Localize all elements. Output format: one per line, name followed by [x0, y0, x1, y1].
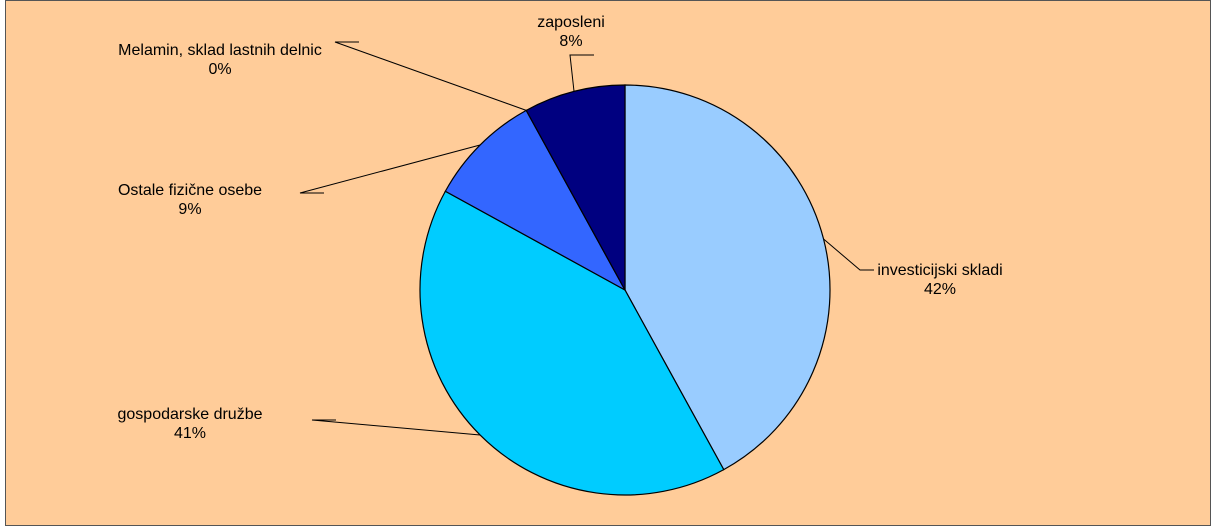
pie-slice — [419, 190, 725, 496]
slice-label: gospodarske družbe 41% — [118, 405, 263, 443]
leader-line — [299, 144, 481, 194]
category-label: investicijski skladi — [877, 262, 1003, 279]
leader-line — [823, 238, 874, 271]
category-label: Ostale fizične osebe — [117, 182, 263, 199]
value-label: 0% — [208, 61, 232, 78]
leader-line — [569, 54, 594, 92]
value-label: 8% — [559, 33, 583, 50]
slice-label: Ostale fizične osebe 9% — [118, 181, 262, 219]
value-label: 41% — [173, 425, 207, 442]
category-label: zaposleni — [537, 14, 605, 31]
category-label: gospodarske družbe — [117, 406, 263, 423]
value-label: 42% — [923, 281, 957, 298]
leader-line — [311, 419, 481, 436]
category-label: Melamin, sklad lastnih delnic — [118, 42, 322, 59]
pie-slice — [525, 84, 626, 291]
slice-label: Melamin, sklad lastnih delnic 0% — [118, 41, 322, 79]
leader-line — [334, 41, 527, 111]
slice-label: zaposleni 8% — [537, 13, 605, 51]
value-label: 9% — [178, 201, 202, 218]
slice-label: investicijski skladi 42% — [877, 261, 1002, 299]
